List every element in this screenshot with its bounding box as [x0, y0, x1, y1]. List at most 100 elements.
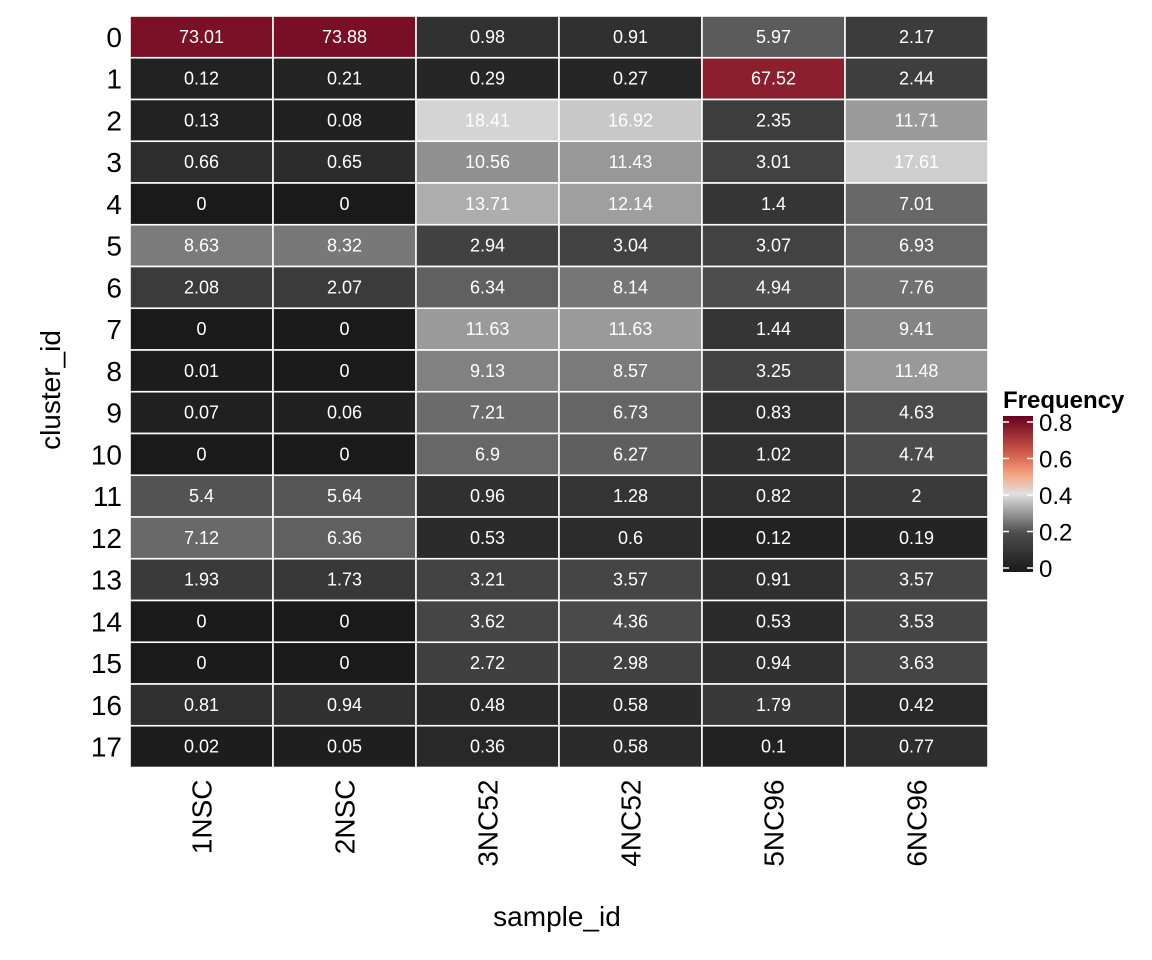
cell-value-label: 6.93 [899, 236, 934, 256]
heatmap-cell [272, 641, 417, 685]
y-axis-title: cluster_id [35, 330, 66, 450]
heatmap-cell [558, 683, 703, 727]
y-tick-label: 1 [106, 64, 122, 95]
legend: Frequency 0 0.2 0.4 0.6 0.8 [1003, 387, 1125, 583]
x-tick-label: 3NC52 [473, 780, 504, 867]
cell-value-label: 0 [339, 444, 349, 464]
cell-value-label: 0.53 [756, 611, 791, 631]
cell-value-label: 2.44 [899, 69, 934, 89]
heatmap-cell [415, 15, 560, 59]
heatmap-cell [415, 265, 560, 310]
heatmap-cell [129, 724, 274, 769]
y-tick-label: 3 [106, 147, 122, 178]
cell-value-label: 18.41 [465, 110, 510, 130]
heatmap-cell [415, 641, 560, 685]
heatmap-cell [701, 265, 846, 310]
heatmap-cell [272, 390, 417, 435]
legend-tick-label: 0.8 [1039, 410, 1072, 437]
y-tick-label: 10 [91, 439, 122, 470]
heatmap-cell [844, 307, 989, 351]
cell-value-label: 2 [911, 486, 921, 506]
cell-value-label: 7.01 [899, 194, 934, 214]
heatmap-cell [844, 98, 989, 143]
cell-value-label: 1.02 [756, 444, 791, 464]
cell-value-label: 0 [196, 194, 206, 214]
cell-value-label: 2.35 [756, 110, 791, 130]
y-tick-label: 15 [91, 648, 122, 679]
y-tick-label: 16 [91, 690, 122, 721]
cell-value-label: 3.62 [470, 611, 505, 631]
x-tick-label: 5NC96 [759, 780, 790, 867]
heatmap-cell [272, 432, 417, 477]
legend-tick-label: 0.4 [1039, 483, 1072, 510]
cell-value-label: 4.74 [899, 444, 934, 464]
x-tick-label: 1NSC [187, 780, 218, 855]
cell-value-label: 0 [196, 653, 206, 673]
heatmap-cell [558, 307, 703, 351]
heatmap-cell [701, 599, 846, 644]
heatmap-cell [129, 390, 274, 435]
cell-value-label: 6.9 [475, 444, 500, 464]
y-tick-label: 0 [106, 22, 122, 53]
heatmap-cell [272, 349, 417, 393]
cell-value-label: 4.63 [899, 403, 934, 423]
cell-value-label: 0.42 [899, 695, 934, 715]
cell-value-label: 0.13 [184, 110, 219, 130]
cell-value-label: 3.63 [899, 653, 934, 673]
y-tick-label: 14 [91, 606, 122, 637]
cell-value-label: 1.28 [613, 486, 648, 506]
cell-value-label: 10.56 [465, 152, 510, 172]
x-tick-label: 2NSC [330, 780, 361, 855]
x-axis-title: sample_id [493, 901, 621, 932]
heatmap-cell [272, 683, 417, 727]
heatmap-cell [415, 140, 560, 184]
cell-value-label: 0.12 [756, 528, 791, 548]
cell-value-label: 0.65 [327, 152, 362, 172]
cell-value-label: 0 [339, 653, 349, 673]
cell-value-label: 1.44 [756, 319, 791, 339]
cell-value-label: 0.98 [470, 27, 505, 47]
cell-value-label: 2.98 [613, 653, 648, 673]
cell-value-label: 4.94 [756, 277, 791, 297]
y-tick-label: 5 [106, 231, 122, 262]
cell-value-label: 6.36 [327, 528, 362, 548]
heatmap-cell [272, 307, 417, 351]
cell-value-label: 3.25 [756, 361, 791, 381]
cell-value-label: 0 [339, 194, 349, 214]
cell-value-label: 0 [339, 361, 349, 381]
cell-value-label: 0.94 [756, 653, 791, 673]
cell-value-label: 0.08 [327, 110, 362, 130]
cell-value-label: 11.43 [609, 152, 653, 172]
y-tick-label: 13 [91, 565, 122, 596]
cell-value-label: 0.82 [756, 486, 791, 506]
heatmap-cell [558, 516, 703, 560]
cell-value-label: 8.14 [613, 277, 648, 297]
y-tick-label: 6 [106, 272, 122, 303]
cell-value-label: 0.94 [327, 695, 362, 715]
cell-value-label: 8.57 [613, 361, 648, 381]
cell-value-label: 0.02 [184, 737, 219, 757]
heatmap-cell [129, 182, 274, 226]
heatmap-cell [129, 307, 274, 351]
y-tick-label: 11 [93, 481, 122, 512]
heatmap-cell [558, 390, 703, 435]
cell-value-label: 7.21 [470, 403, 505, 423]
heatmap-cell [844, 390, 989, 435]
cell-value-label: 73.88 [322, 27, 367, 47]
cell-value-label: 6.27 [613, 444, 648, 464]
cell-value-label: 0 [339, 319, 349, 339]
heatmap-cell [844, 56, 989, 101]
heatmap-cell [844, 349, 989, 393]
cell-value-label: 0.12 [184, 69, 219, 89]
cell-value-label: 1.93 [184, 570, 219, 590]
cell-value-label: 8.63 [184, 236, 219, 256]
heatmap-cell [558, 140, 703, 184]
cell-value-label: 17.61 [894, 152, 939, 172]
y-tick-label: 7 [106, 314, 122, 345]
cell-value-label: 0.29 [470, 69, 505, 89]
cell-value-label: 73.01 [179, 27, 224, 47]
cell-value-label: 3.04 [613, 236, 648, 256]
cell-value-label: 5.97 [756, 27, 791, 47]
heatmap-cell [844, 223, 989, 268]
